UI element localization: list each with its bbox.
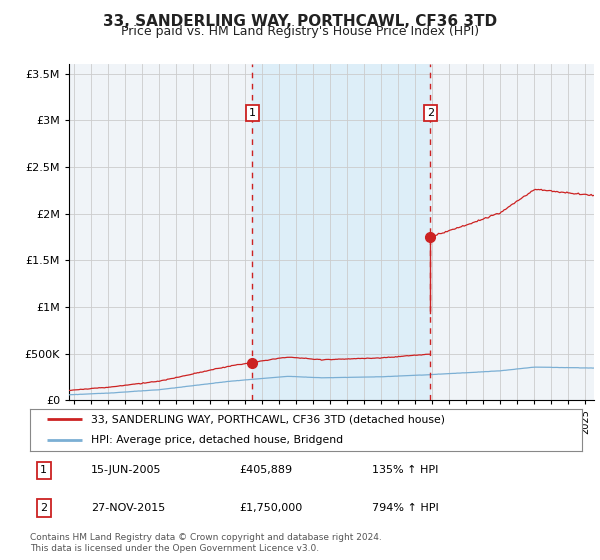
Text: Price paid vs. HM Land Registry's House Price Index (HPI): Price paid vs. HM Land Registry's House … xyxy=(121,25,479,38)
Text: 33, SANDERLING WAY, PORTHCAWL, CF36 3TD (detached house): 33, SANDERLING WAY, PORTHCAWL, CF36 3TD … xyxy=(91,414,445,424)
Text: Contains HM Land Registry data © Crown copyright and database right 2024.
This d: Contains HM Land Registry data © Crown c… xyxy=(30,533,382,553)
Text: £405,889: £405,889 xyxy=(240,465,293,475)
Bar xyxy=(253,64,430,400)
Text: £1,750,000: £1,750,000 xyxy=(240,503,303,513)
Text: 794% ↑ HPI: 794% ↑ HPI xyxy=(372,503,439,513)
Text: 33, SANDERLING WAY, PORTHCAWL, CF36 3TD: 33, SANDERLING WAY, PORTHCAWL, CF36 3TD xyxy=(103,14,497,29)
Text: HPI: Average price, detached house, Bridgend: HPI: Average price, detached house, Brid… xyxy=(91,435,343,445)
Text: 27-NOV-2015: 27-NOV-2015 xyxy=(91,503,165,513)
Text: 2: 2 xyxy=(40,503,47,513)
Text: 2: 2 xyxy=(427,108,434,118)
Text: 15-JUN-2005: 15-JUN-2005 xyxy=(91,465,161,475)
Text: 135% ↑ HPI: 135% ↑ HPI xyxy=(372,465,439,475)
Text: 1: 1 xyxy=(40,465,47,475)
Text: 1: 1 xyxy=(249,108,256,118)
